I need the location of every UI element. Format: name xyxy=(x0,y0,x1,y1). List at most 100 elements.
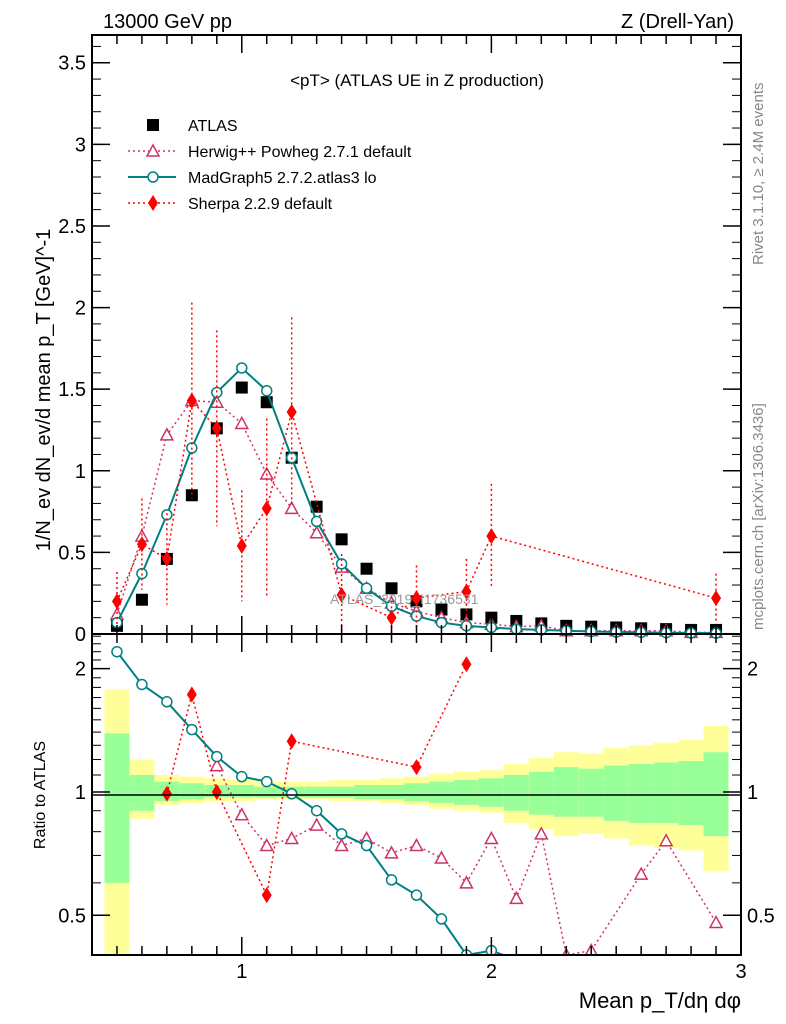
legend-sherpa-label: Sherpa 2.2.9 default xyxy=(188,196,333,213)
legend-herwig-marker xyxy=(145,143,161,157)
ratio-herwig-point xyxy=(309,817,324,831)
ratio-herwig-point xyxy=(209,758,225,772)
ratio-sherpa-point xyxy=(186,686,197,703)
main-madgraph5-point xyxy=(335,558,348,570)
ratio-herwig-point xyxy=(658,833,674,847)
ratio-sherpa-point xyxy=(211,783,222,800)
main-herwig-point xyxy=(234,415,250,430)
stat-uncertainty-band xyxy=(329,786,355,798)
y-axis-label: 1/N_ev dN_ev/d mean p_T [GeV]^-1 xyxy=(33,229,55,552)
stat-uncertainty-band xyxy=(354,784,380,800)
ratio-herwig-point xyxy=(334,837,349,852)
ratio-herwig-point xyxy=(409,837,424,852)
chart-title: <pT> (ATLAS UE in Z production) xyxy=(290,71,544,90)
stat-uncertainty-band xyxy=(304,786,330,798)
ratio-y-axis-label: Ratio to ATLAS xyxy=(32,741,49,849)
main-madgraph5-point xyxy=(211,386,223,399)
ratio-herwig-point xyxy=(284,830,299,845)
ratio-sherpa-point xyxy=(411,759,422,776)
ratio-herwig-point xyxy=(459,875,474,889)
main-madgraph5-point xyxy=(310,515,323,528)
ratio-sherpa-point xyxy=(161,785,172,802)
header-left: 13000 GeV pp xyxy=(103,11,232,33)
main-madgraph5-point xyxy=(236,362,248,374)
stat-uncertainty-band xyxy=(553,767,579,817)
stat-uncertainty-band xyxy=(628,764,654,823)
ratio-madgraph5-point xyxy=(310,804,323,817)
stat-uncertainty-band xyxy=(404,783,429,802)
ratio-y-tick-label-right: 2 xyxy=(747,659,758,681)
main-y-tick-label: 2 xyxy=(75,298,86,320)
ratio-madgraph5-point xyxy=(435,913,448,925)
stat-uncertainty-band xyxy=(603,765,629,821)
x-tick-label: 3 xyxy=(735,961,746,983)
main-sherpa-point xyxy=(286,404,297,421)
stat-uncertainty-band xyxy=(453,779,479,805)
ratio-madgraph5-point xyxy=(385,874,398,886)
main-sherpa-point xyxy=(211,420,222,437)
ratio-y-tick-label: 2 xyxy=(75,659,86,681)
main-madgraph5-point xyxy=(260,385,273,397)
legend-atlas-marker xyxy=(147,119,159,131)
legend-herwig-label: Herwig++ Powheg 2.7.1 default xyxy=(188,144,412,161)
stat-uncertainty-band xyxy=(653,762,679,823)
stat-uncertainty-band xyxy=(478,778,504,807)
main-sherpa-point xyxy=(111,593,122,610)
stat-uncertainty-band xyxy=(129,775,155,811)
main-sherpa-point xyxy=(161,550,172,567)
ratio-y-tick-label-right: 1 xyxy=(747,782,758,804)
mcplots-label: mcplots.cern.ch [arXiv:1306.3436] xyxy=(750,403,767,630)
main-sherpa-point xyxy=(386,609,397,626)
main-sherpa-point xyxy=(486,528,497,545)
stat-uncertainty-band xyxy=(578,768,604,817)
ratio-madgraph5-point xyxy=(410,889,423,901)
main-atlas-point xyxy=(335,533,348,546)
main-herwig-point xyxy=(159,427,175,441)
ratio-madgraph5-point xyxy=(186,723,198,736)
main-sherpa-point xyxy=(711,590,722,607)
legend-atlas-label: ATLAS xyxy=(188,118,238,135)
ratio-y-tick-label-right: 0.5 xyxy=(747,905,775,927)
main-y-tick-label: 0 xyxy=(75,624,86,646)
main-atlas-point xyxy=(385,582,398,595)
ratio-herwig-point xyxy=(534,826,549,840)
watermark: ATLAS_2019_I1736531 xyxy=(330,591,479,607)
ratio-madgraph5-point xyxy=(285,788,298,800)
main-y-tick-label: 3.5 xyxy=(58,53,86,75)
main-atlas-point xyxy=(135,593,148,606)
legend-sherpa-marker xyxy=(148,195,158,211)
stat-uncertainty-band xyxy=(428,781,454,803)
x-tick-label: 1 xyxy=(236,961,247,983)
stat-uncertainty-band xyxy=(503,775,529,811)
stat-uncertainty-band xyxy=(703,752,729,837)
stat-uncertainty-band xyxy=(379,784,405,800)
stat-uncertainty-band xyxy=(179,783,205,800)
ratio-herwig-point xyxy=(708,914,724,929)
ratio-madgraph5-point xyxy=(260,775,273,788)
ratio-herwig-point xyxy=(509,890,524,905)
main-atlas-point xyxy=(185,489,198,502)
main-sherpa-line xyxy=(116,398,717,619)
ratio-y-tick-label: 0.5 xyxy=(58,905,86,927)
ratio-madgraph5-point xyxy=(335,828,348,840)
main-sherpa-point xyxy=(461,583,472,600)
ratio-madgraph5-point xyxy=(161,696,173,708)
main-sherpa-point xyxy=(261,500,272,517)
ratio-madgraph5-point xyxy=(111,645,123,658)
legend-madgraph5-label: MadGraph5 2.7.2.atlas3 lo xyxy=(188,170,377,187)
x-tick-label: 2 xyxy=(486,961,497,983)
main-atlas-point xyxy=(435,603,448,616)
ratio-herwig-point xyxy=(234,807,250,821)
ratio-madgraph5-point xyxy=(360,839,373,852)
stat-uncertainty-band xyxy=(528,771,554,815)
ratio-herwig-point xyxy=(259,837,274,852)
ratio-madgraph5-point xyxy=(136,678,148,691)
main-sherpa-point xyxy=(411,590,422,607)
main-sherpa-point xyxy=(186,392,197,409)
ratio-sherpa-point xyxy=(461,656,472,673)
ratio-herwig-point xyxy=(633,866,649,880)
ratio-sherpa-point xyxy=(261,887,272,904)
main-y-tick-label: 0.5 xyxy=(58,542,86,564)
ratio-herwig-point xyxy=(484,830,499,845)
